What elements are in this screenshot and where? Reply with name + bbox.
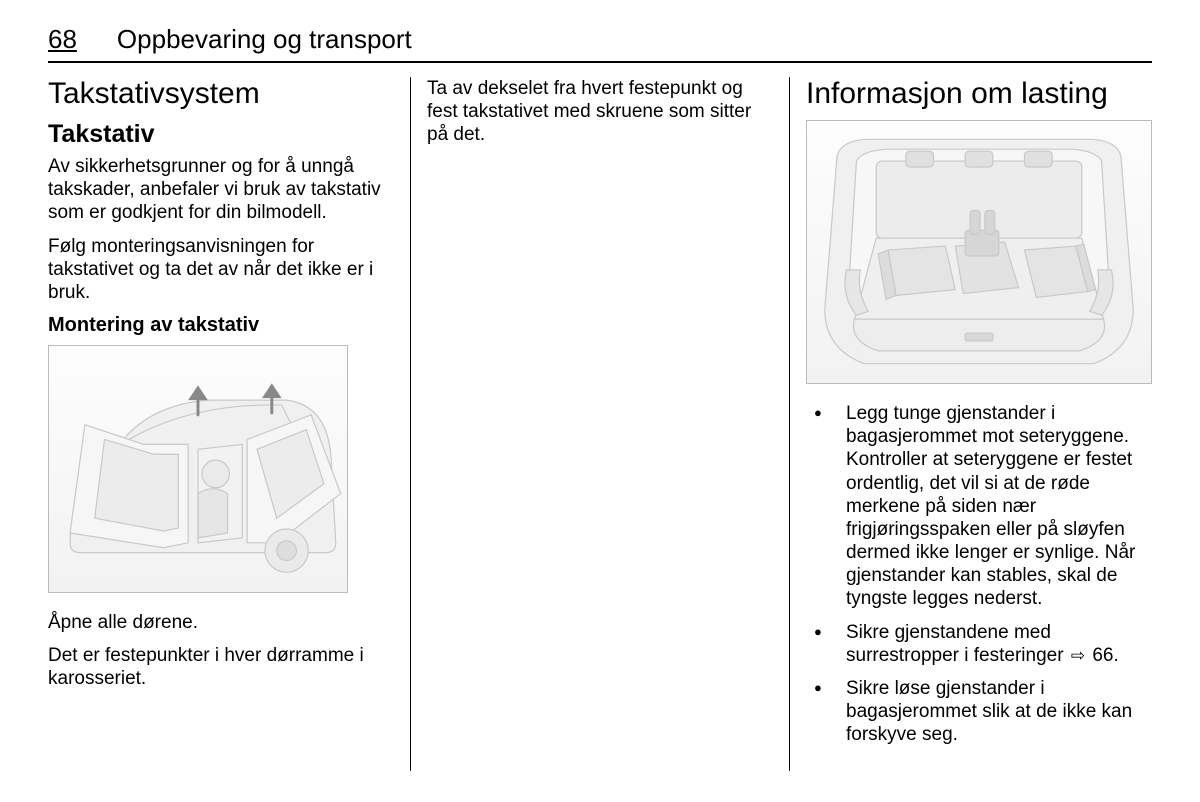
car-doors-svg: [49, 346, 347, 592]
list-item: Sikre løse gjenstander i bagasjerommet s…: [806, 677, 1152, 747]
heading-montering: Montering av takstativ: [48, 314, 394, 337]
column-3: Informasjon om lasting: [789, 77, 1152, 771]
paragraph: Det er festepunkter i hver dørramme i ka…: [48, 644, 394, 690]
heading-takstativsystem: Takstativsystem: [48, 77, 394, 110]
chapter-title: Oppbevaring og transport: [117, 24, 412, 55]
paragraph: Ta av dekselet fra hvert festepunkt og f…: [427, 77, 773, 147]
column-2: Ta av dekselet fra hvert festepunkt og f…: [410, 77, 789, 771]
cargo-svg: [807, 121, 1151, 383]
list-item-text: Sikre gjenstandene med surrestropper i f…: [846, 622, 1064, 666]
loading-bullet-list: Legg tunge gjenstander i bagasjerommet m…: [806, 402, 1152, 746]
paragraph: Åpne alle dørene.: [48, 611, 394, 634]
illustration-cargo-area: [806, 120, 1152, 384]
page: 68 Oppbevaring og transport Takstativsys…: [0, 0, 1200, 802]
page-reference-arrow-icon: ⇨: [1071, 646, 1085, 667]
list-item: Legg tunge gjenstander i bagasjerommet m…: [806, 402, 1152, 611]
page-reference-number: 66.: [1092, 645, 1118, 666]
content-columns: Takstativsystem Takstativ Av sikkerhetsg…: [48, 77, 1152, 771]
heading-takstativ: Takstativ: [48, 120, 394, 149]
list-item: Sikre gjenstandene med surrestropper i f…: [806, 621, 1152, 667]
page-header: 68 Oppbevaring og transport: [48, 24, 1152, 63]
heading-informasjon-om-lasting: Informasjon om lasting: [806, 77, 1152, 110]
column-1: Takstativsystem Takstativ Av sikkerhetsg…: [48, 77, 410, 771]
paragraph: Følg monteringsanvisningen for takstativ…: [48, 235, 394, 305]
illustration-car-doors-open: [48, 345, 348, 593]
paragraph: Av sikkerhetsgrunner og for å unngå taks…: [48, 155, 394, 225]
page-number: 68: [48, 24, 77, 55]
